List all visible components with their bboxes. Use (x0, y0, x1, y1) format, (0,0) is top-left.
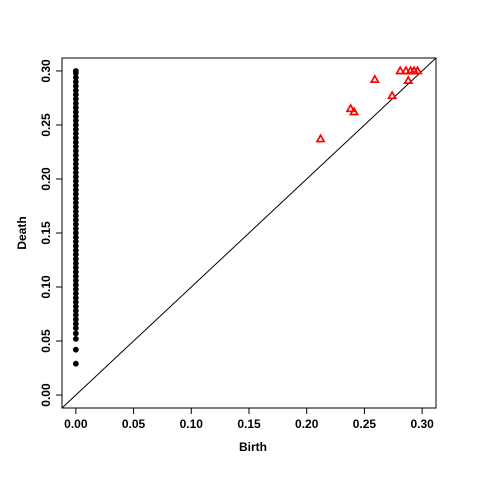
x-tick-label: 0.00 (64, 417, 88, 431)
y-tick-label: 0.05 (39, 329, 53, 353)
y-axis-title: Death (15, 216, 29, 249)
data-point-triangle (315, 133, 326, 143)
data-point-circle (72, 360, 79, 367)
x-axis-title: Birth (239, 440, 267, 454)
data-point-circle (72, 68, 79, 74)
data-point-triangle (345, 103, 356, 113)
data-point-triangle (412, 65, 423, 75)
data-point-circle (72, 335, 79, 342)
data-point-circle (72, 346, 79, 353)
plot-area (61, 57, 437, 409)
y-tick-label: 0.10 (39, 275, 53, 299)
y-tick-label: 0.30 (39, 59, 53, 83)
data-point-triangle (403, 75, 414, 85)
x-axis: 0.00 0.05 0.10 0.15 0.20 0.25 0.30 (64, 408, 434, 431)
y-axis: 0.00 0.05 0.10 0.15 0.20 0.25 0.30 (39, 59, 62, 407)
data-point-triangle (395, 65, 406, 75)
y-tick-label: 0.20 (39, 167, 53, 191)
diagonal-line (61, 57, 437, 409)
x-tick-label: 0.20 (295, 417, 319, 431)
x-tick-label: 0.05 (122, 417, 146, 431)
data-point-triangle (400, 65, 412, 75)
x-tick-label: 0.15 (237, 417, 261, 431)
data-point-triangle (369, 74, 380, 83)
x-tick-label: 0.30 (410, 417, 434, 431)
data-point-circle (72, 330, 79, 337)
y-tick-label: 0.00 (39, 383, 53, 407)
data-point-triangle (387, 90, 398, 100)
x-tick-label: 0.10 (180, 417, 204, 431)
y-tick-label: 0.25 (39, 113, 53, 137)
y-tick-label: 0.15 (39, 221, 53, 245)
x-tick-label: 0.25 (353, 417, 377, 431)
data-point-triangle (348, 106, 360, 116)
